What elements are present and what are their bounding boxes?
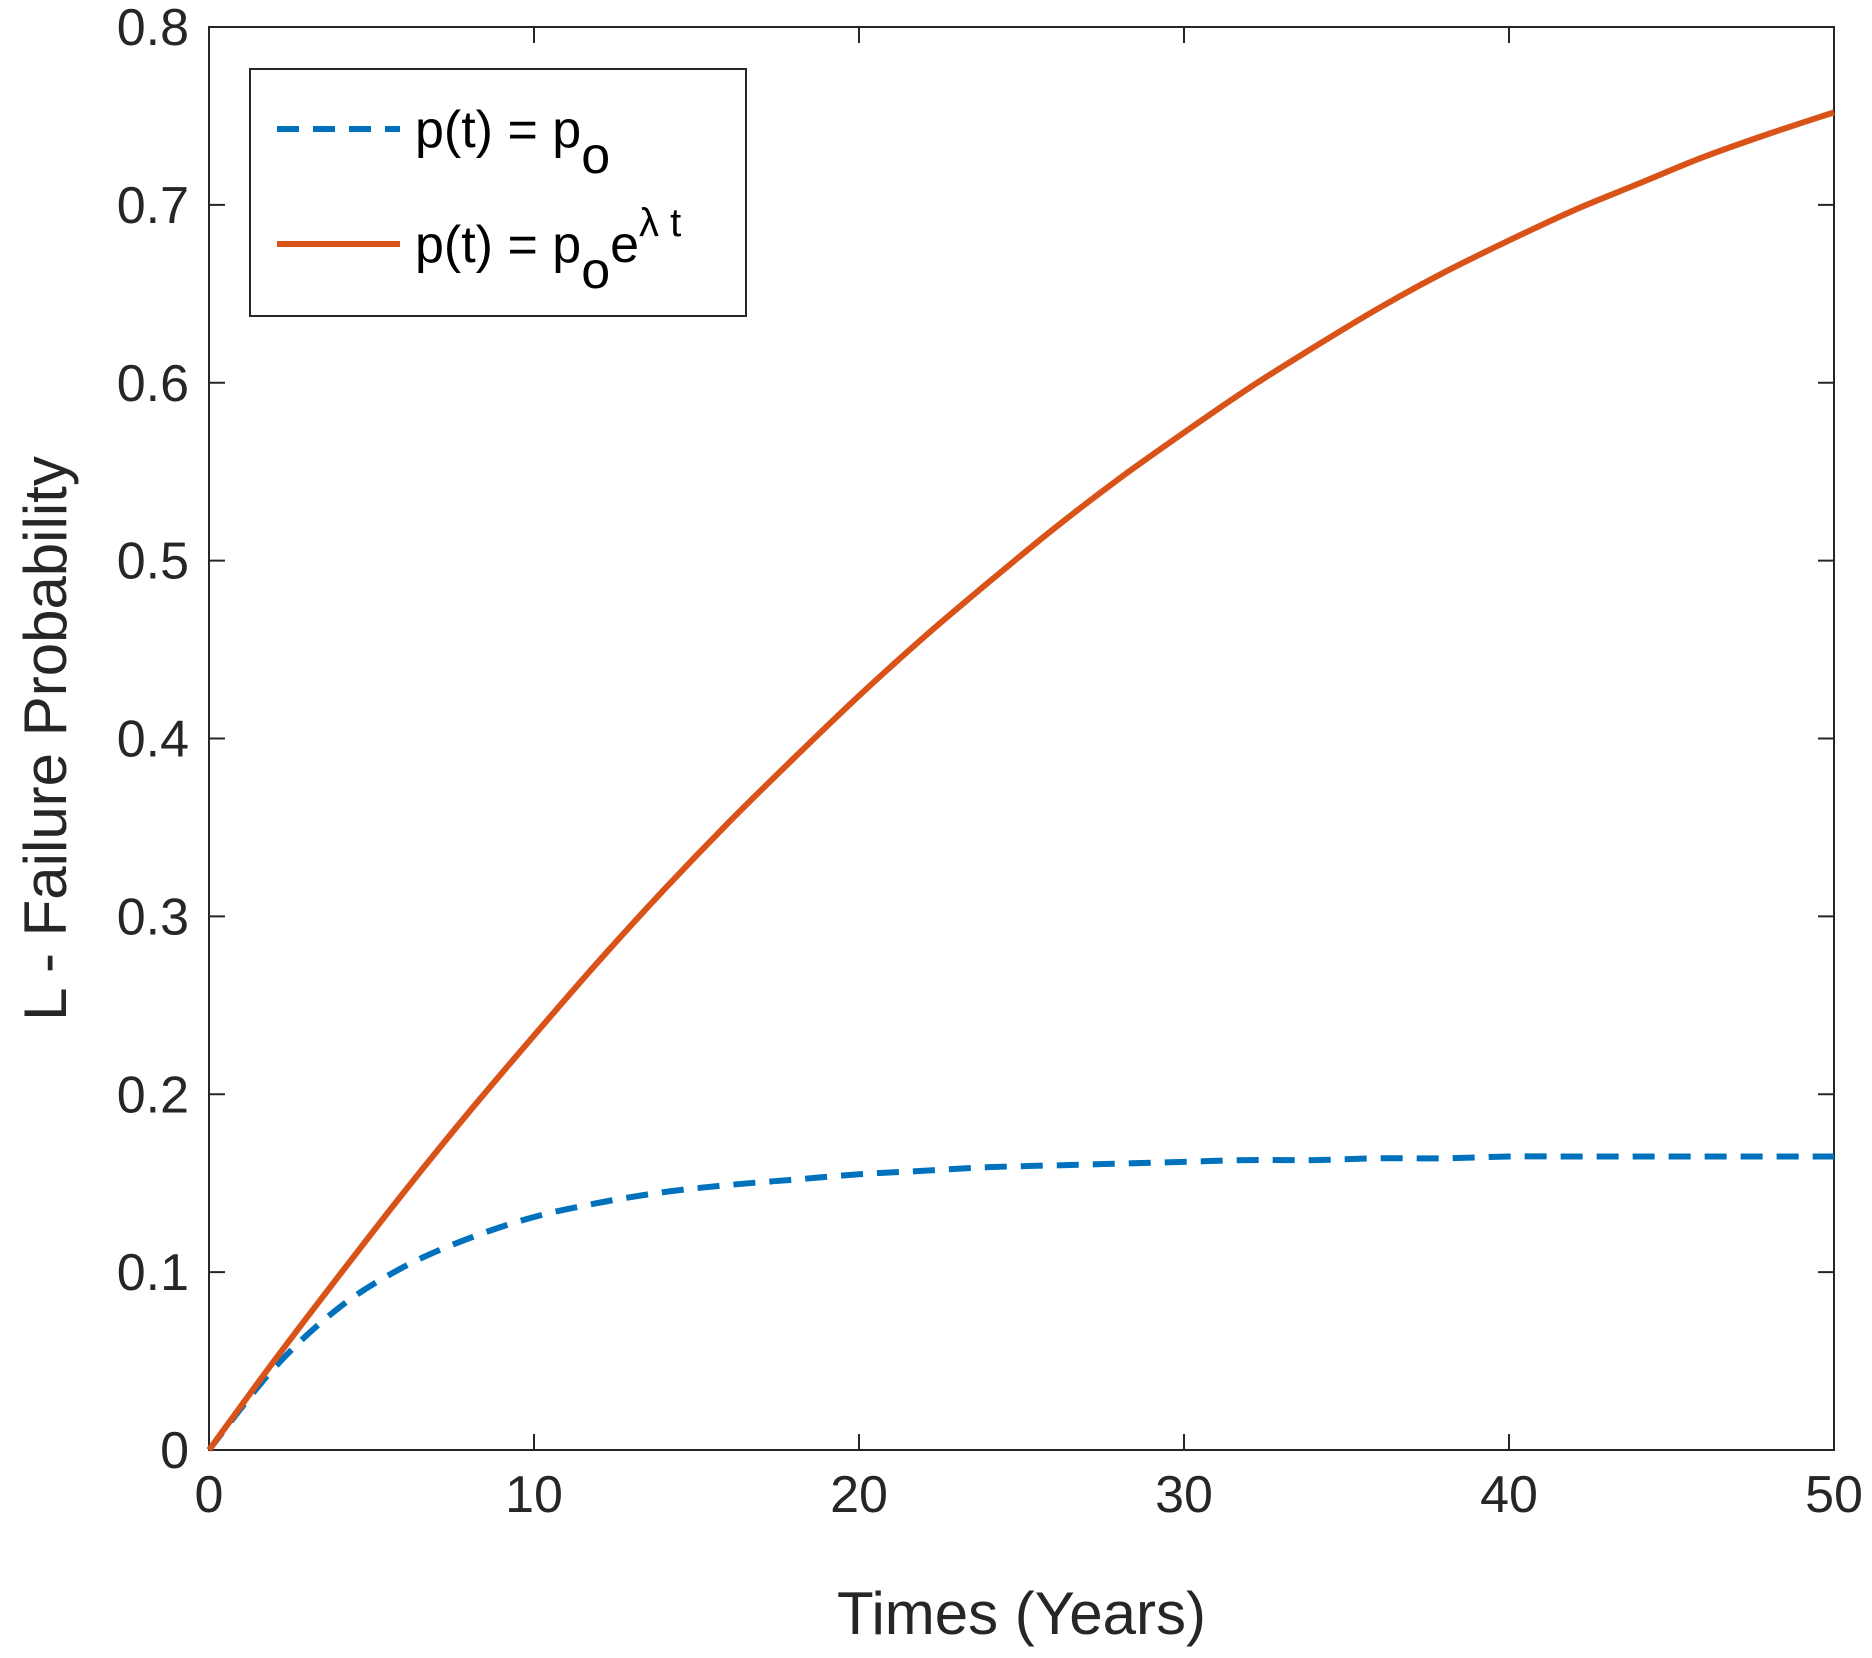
x-axis-title: Times (Years): [837, 1580, 1206, 1647]
series-layer: [206, 109, 1835, 1452]
legend-label-1: p(t) = po: [415, 101, 610, 185]
x-tick-label: 10: [505, 1466, 563, 1524]
legend-box: [249, 68, 747, 317]
y-tick-label: 0: [160, 1422, 189, 1480]
axis-ticks: [208, 26, 1835, 1451]
x-tick-label: 20: [830, 1466, 888, 1524]
series-line-1: [206, 1153, 1834, 1452]
series-line-2: [206, 109, 1835, 1452]
y-tick-label: 0.7: [117, 177, 189, 235]
y-tick-label: 0.1: [117, 1244, 189, 1302]
x-tick-labels: 0 10 20 30 40 50: [195, 1466, 1863, 1524]
y-tick-label: 0.2: [117, 1066, 189, 1124]
y-tick-label: 0.6: [117, 355, 189, 413]
legend: p(t) = po p(t) = poeλ t: [249, 68, 747, 317]
x-tick-label: 40: [1480, 1466, 1538, 1524]
x-tick-label: 50: [1805, 1466, 1863, 1524]
y-axis-title: L - Failure Probability: [12, 456, 79, 1021]
legend-label-2: p(t) = poeλ t: [415, 201, 681, 300]
y-tick-labels: 0 0.1 0.2 0.3 0.4 0.5 0.6 0.7 0.8: [117, 0, 189, 1480]
y-tick-label: 0.5: [117, 533, 189, 591]
y-tick-label: 0.8: [117, 0, 189, 57]
x-tick-label: 0: [195, 1466, 224, 1524]
y-tick-label: 0.4: [117, 711, 189, 769]
y-tick-label: 0.3: [117, 888, 189, 946]
x-tick-label: 30: [1155, 1466, 1213, 1524]
